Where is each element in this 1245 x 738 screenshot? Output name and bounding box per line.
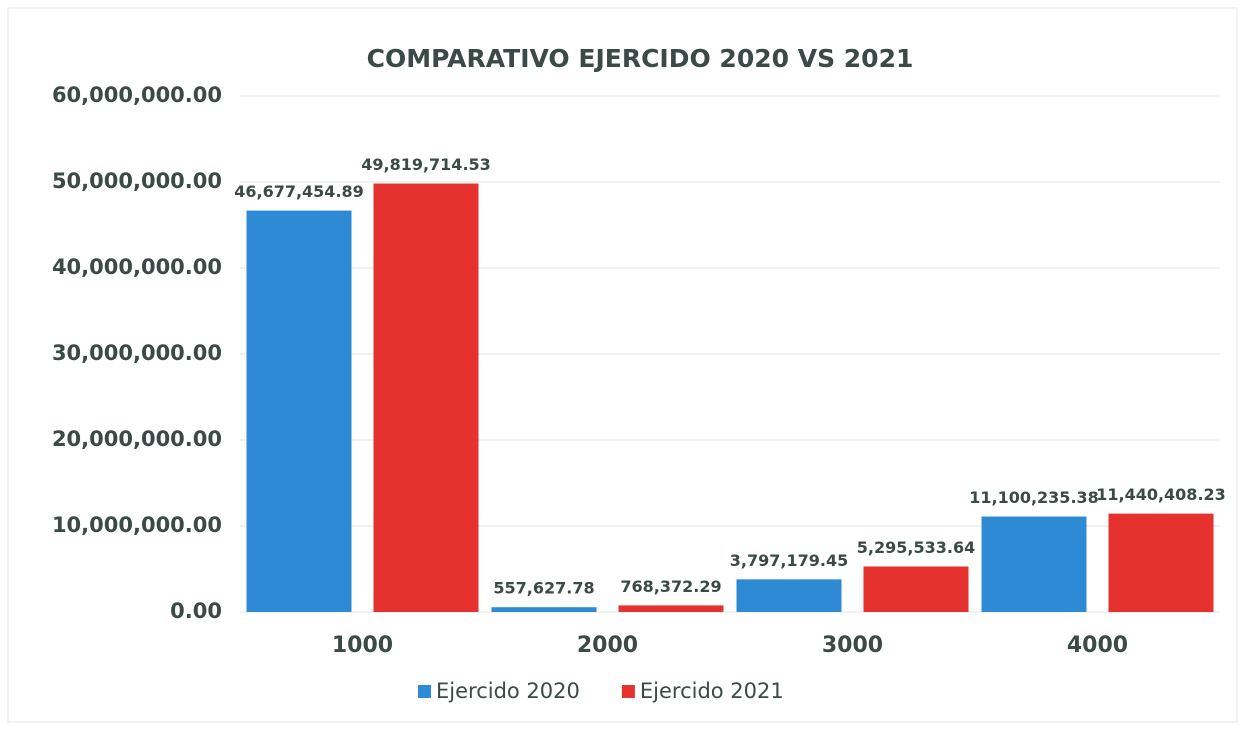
bar: [736, 579, 842, 612]
chart-border: [7, 7, 1238, 723]
x-tick-label: 2000: [577, 633, 638, 658]
value-label: 768,372.29: [620, 577, 721, 596]
legend-label: Ejercido 2020: [436, 679, 580, 703]
legend-swatch: [621, 685, 635, 698]
y-tick-label: 0.00: [170, 599, 222, 623]
value-label: 11,100,235.38: [969, 488, 1099, 507]
value-label: 46,677,454.89: [234, 182, 364, 201]
y-tick-label: 20,000,000.00: [52, 427, 222, 451]
value-label: 5,295,533.64: [857, 538, 975, 557]
chart-title: COMPARATIVO EJERCIDO 2020 VS 2021: [367, 44, 914, 73]
value-label: 3,797,179.45: [730, 551, 848, 570]
y-tick-label: 10,000,000.00: [52, 513, 222, 537]
bar: [618, 605, 724, 612]
value-label: 49,819,714.53: [361, 155, 491, 174]
y-tick-label: 60,000,000.00: [52, 83, 222, 107]
y-tick-label: 30,000,000.00: [52, 341, 222, 365]
y-tick-label: 40,000,000.00: [52, 255, 222, 279]
bar: [863, 566, 969, 612]
bar: [981, 516, 1087, 612]
x-tick-label: 3000: [822, 633, 883, 658]
value-label: 557,627.78: [493, 579, 594, 598]
legend-label: Ejercido 2021: [640, 679, 784, 703]
x-tick-label: 4000: [1067, 633, 1128, 658]
bar: [246, 210, 352, 612]
bar: [1108, 513, 1214, 612]
legend-swatch: [418, 685, 431, 698]
bar: [491, 607, 597, 612]
value-label: 11,440,408.23: [1096, 485, 1226, 504]
y-tick-label: 50,000,000.00: [52, 169, 222, 193]
x-tick-label: 1000: [332, 633, 393, 658]
bar: [373, 183, 479, 612]
